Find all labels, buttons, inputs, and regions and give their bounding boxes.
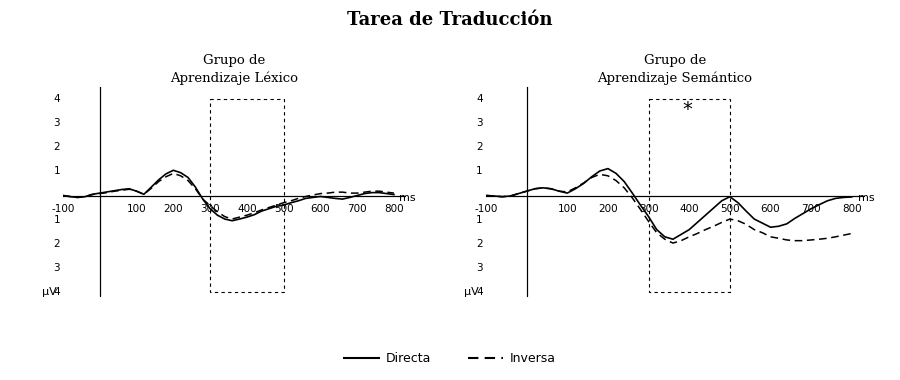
- Text: 600: 600: [760, 204, 780, 214]
- Legend: Directa, Inversa: Directa, Inversa: [339, 347, 561, 370]
- Text: 1: 1: [53, 166, 60, 176]
- Title: Grupo de
Aprendizaje Semántico: Grupo de Aprendizaje Semántico: [598, 54, 752, 85]
- Text: 500: 500: [720, 204, 740, 214]
- Text: 4: 4: [53, 287, 60, 297]
- Text: 800: 800: [384, 204, 404, 214]
- Text: *: *: [682, 100, 692, 119]
- Text: 3: 3: [53, 119, 60, 128]
- Text: -100: -100: [474, 204, 498, 214]
- Text: 300: 300: [639, 204, 659, 214]
- Text: 400: 400: [680, 204, 699, 214]
- Text: 200: 200: [598, 204, 617, 214]
- Text: 100: 100: [557, 204, 577, 214]
- Text: 200: 200: [164, 204, 183, 214]
- Text: 2: 2: [476, 142, 482, 152]
- Text: 100: 100: [127, 204, 147, 214]
- Text: -100: -100: [51, 204, 75, 214]
- Text: 700: 700: [347, 204, 367, 214]
- Text: 2: 2: [53, 142, 60, 152]
- Text: 2: 2: [53, 239, 60, 249]
- Text: 700: 700: [801, 204, 821, 214]
- Text: ms: ms: [858, 193, 875, 203]
- Text: 500: 500: [274, 204, 293, 214]
- Text: 400: 400: [237, 204, 256, 214]
- Text: 300: 300: [201, 204, 220, 214]
- Text: 2: 2: [476, 239, 482, 249]
- Text: 3: 3: [476, 263, 482, 272]
- Text: 4: 4: [53, 94, 60, 104]
- Text: Tarea de Traducción: Tarea de Traducción: [347, 11, 553, 29]
- Text: 800: 800: [842, 204, 861, 214]
- Text: μV: μV: [41, 287, 57, 297]
- Title: Grupo de
Aprendizaje Léxico: Grupo de Aprendizaje Léxico: [170, 54, 298, 85]
- Text: 3: 3: [53, 263, 60, 272]
- Text: 4: 4: [476, 94, 482, 104]
- Text: 1: 1: [53, 215, 60, 225]
- Text: 1: 1: [476, 215, 482, 225]
- Bar: [649, 100, 730, 291]
- Text: 3: 3: [476, 119, 482, 128]
- Text: 600: 600: [310, 204, 330, 214]
- Bar: [210, 100, 284, 291]
- Text: 4: 4: [476, 287, 482, 297]
- Text: ms: ms: [400, 193, 416, 203]
- Text: 1: 1: [476, 166, 482, 176]
- Text: μV: μV: [464, 287, 479, 297]
